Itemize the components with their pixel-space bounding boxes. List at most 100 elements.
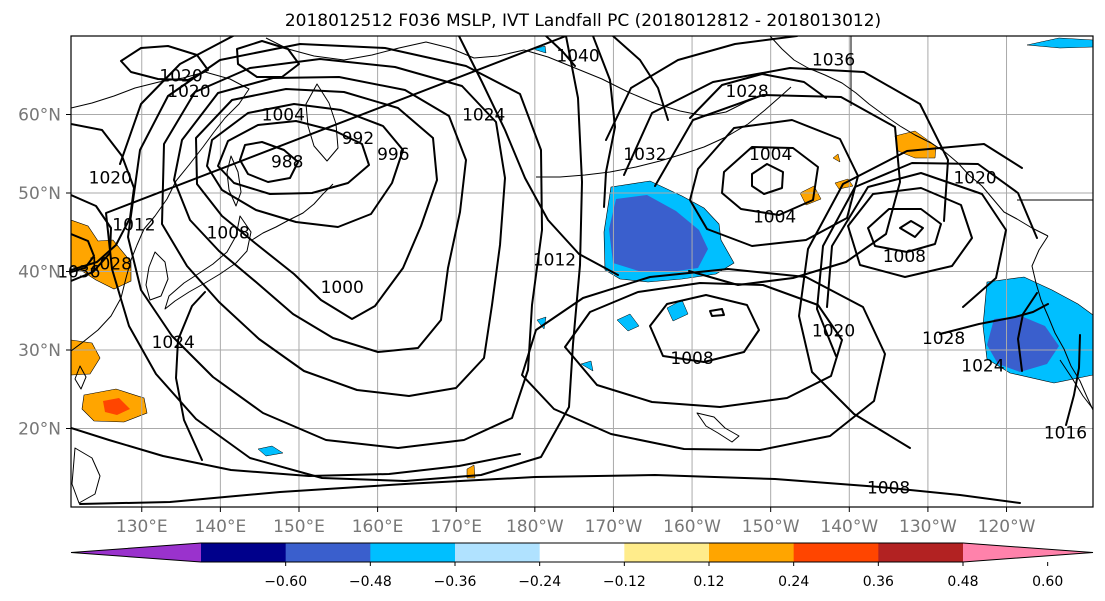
ivt-negative-cell-6 <box>1026 37 1093 49</box>
colorbar-segment <box>624 543 710 562</box>
lon-tick-label: 130°E <box>116 517 168 537</box>
isobar-1000-central <box>751 163 784 195</box>
isobar-1028-alaska <box>689 73 827 119</box>
colorbar-tick-label: −0.36 <box>434 574 477 590</box>
contour-label: 1000 <box>321 278 364 298</box>
colorbar-tick-label: −0.60 <box>264 574 307 590</box>
contour-label: 1032 <box>623 145 666 165</box>
contour-label: 1008 <box>867 478 910 498</box>
coastline-siberia <box>265 37 762 117</box>
contour-label: 1012 <box>112 215 155 235</box>
coastline-alaska <box>769 36 1049 237</box>
colorbar-segment <box>878 543 964 562</box>
isobar-1028-west <box>71 233 95 273</box>
lon-tick-label: 160°W <box>663 517 721 537</box>
isobar-1024-ridge <box>458 36 619 276</box>
isobar-1020-east <box>816 162 1038 357</box>
longitude-axis: 130°E 140°E 150°E 160°E 170°E 180°W 170°W 160°W… <box>116 507 1036 537</box>
grid-lines <box>71 36 1093 507</box>
ivt-strong-negative-region-california <box>987 316 1059 372</box>
colorbar-segment <box>793 543 879 562</box>
colorbar-segment <box>285 543 371 562</box>
coastline-sakhalin <box>226 155 242 207</box>
colorbar-tick-label: −0.24 <box>518 574 561 590</box>
ivt-positive-cell-gulf-of-alaska <box>799 185 822 206</box>
colorbar-segment <box>455 543 541 562</box>
isobar-1012-east <box>847 187 973 278</box>
ivt-shading <box>71 37 1093 479</box>
contour-label: 1004 <box>262 106 305 126</box>
isobar-1004-central <box>721 146 819 216</box>
colorbar-tick-label: 0.24 <box>778 574 809 590</box>
colorbar-extend-high <box>963 543 1093 562</box>
contour-label: 988 <box>271 153 303 173</box>
lon-tick-label: 170°E <box>430 517 482 537</box>
ivt-negative-cell-1 <box>616 313 640 332</box>
isobar-1016-west <box>105 36 583 482</box>
isobar-1024-southwest <box>175 291 206 461</box>
contour-label: 1008 <box>670 349 713 369</box>
contour-label: 1036 <box>57 263 100 283</box>
ivt-negative-cell-4 <box>580 360 594 372</box>
coastline-north-america-west <box>1031 235 1093 411</box>
isobar-1012-south <box>71 427 521 477</box>
lon-tick-label: 130°W <box>899 517 957 537</box>
ivt-negative-cell-5 <box>257 445 284 457</box>
coastline-philippines <box>71 447 101 504</box>
contour-label: 1020 <box>159 66 202 86</box>
contour-label: 1020 <box>953 168 996 188</box>
coastline-aleutian-islands <box>536 86 792 178</box>
coastline-baja-california <box>1059 359 1093 410</box>
lat-tick-label: 30°N <box>18 341 61 361</box>
isobar-1016-central-south <box>521 268 886 451</box>
contour-label: 1012 <box>533 251 576 271</box>
lon-tick-label: 180°W <box>506 517 564 537</box>
isobar-1004-central-south <box>709 308 725 317</box>
isobar-1020-west <box>71 123 135 271</box>
ivt-strong-negative-region-central-pacific <box>609 195 708 272</box>
lon-tick-label: 150°W <box>742 517 800 537</box>
colorbar-segment <box>709 543 795 562</box>
colorbar-segment <box>370 543 456 562</box>
isobar-992 <box>217 120 370 195</box>
isobar-1024-california <box>1017 292 1038 372</box>
isobar-1020-siberia <box>120 45 209 81</box>
isobar-1008-central-south <box>649 294 760 363</box>
colorbar-tick-label: 0.60 <box>1032 574 1063 590</box>
lon-tick-label: 120°W <box>978 517 1036 537</box>
isobar-1012-central-south <box>564 282 843 408</box>
colorbar-tick-label: −0.12 <box>603 574 646 590</box>
coastline-kuril-islands <box>251 183 334 241</box>
lon-tick-label: 140°E <box>195 517 247 537</box>
isobar-1024-east <box>798 143 1023 449</box>
isobar-1016-east <box>826 172 1007 308</box>
contour-label: 996 <box>377 145 409 165</box>
contour-label: 1016 <box>1044 423 1087 443</box>
isobar-1008-central <box>689 119 859 247</box>
figure-title: 2018012512 F036 MSLP, IVT Landfall PC (2… <box>285 11 881 31</box>
contour-label: 992 <box>342 129 374 149</box>
contour-label: 1020 <box>167 82 210 102</box>
colorbar-tick-label: 0.12 <box>693 574 724 590</box>
isobar-1004-east <box>899 220 924 238</box>
ivt-positive-region-south-china <box>71 339 101 376</box>
isobar-1012-west <box>127 43 543 449</box>
lon-tick-label: 170°W <box>585 517 643 537</box>
isobar-988 <box>239 141 299 183</box>
lat-tick-label: 50°N <box>18 184 61 204</box>
contour-label: 1004 <box>753 208 796 228</box>
map-panel <box>70 35 1094 508</box>
isobar-1028-east <box>939 303 1049 335</box>
isobar-996 <box>206 103 404 228</box>
coastline-japan <box>164 215 252 310</box>
coastline-kamchatka <box>305 83 339 162</box>
isobar-1012-central <box>654 94 901 286</box>
contour-label: 1028 <box>922 329 965 349</box>
lon-tick-label: 160°E <box>352 517 404 537</box>
isobar-1016-coast <box>1065 334 1081 426</box>
coastline-hawaii <box>696 412 740 443</box>
contour-label: 1028 <box>725 82 768 102</box>
isobar-1016-central <box>623 67 949 222</box>
